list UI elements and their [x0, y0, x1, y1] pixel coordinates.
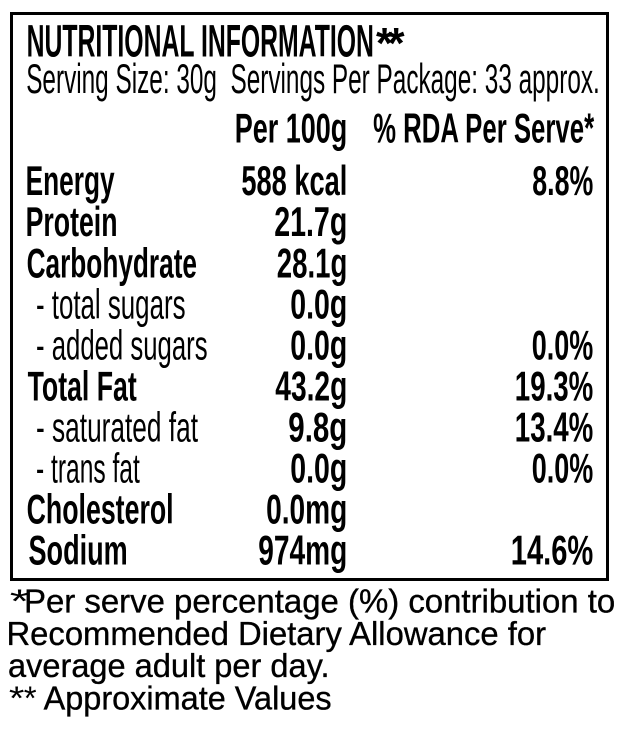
svg-text:*: * [9, 679, 25, 716]
svg-text:Total Fat: Total Fat [28, 362, 137, 409]
svg-text:43.2g: 43.2g [275, 362, 347, 409]
svg-text:Recommended Dietary Allowance: Recommended Dietary Allowance for [7, 615, 547, 652]
svg-text:Per serve percentage (%) contr: Per serve percentage (%) contribution to [24, 583, 615, 620]
svg-text:% RDA Per Serve*: % RDA Per Serve* [373, 105, 594, 152]
svg-text:974mg: 974mg [258, 527, 347, 574]
svg-text:Protein: Protein [26, 198, 118, 245]
svg-text:588 kcal: 588 kcal [241, 157, 347, 204]
svg-text:- saturated fat: - saturated fat [36, 404, 198, 451]
svg-text:0.0%: 0.0% [532, 445, 594, 492]
svg-text:9.8g: 9.8g [288, 404, 347, 451]
svg-text:Carbohydrate: Carbohydrate [27, 239, 197, 286]
svg-text:19.3%: 19.3% [515, 362, 594, 409]
svg-text:*: * [10, 583, 30, 620]
svg-text:- trans fat: - trans fat [36, 445, 140, 492]
svg-text:13.4%: 13.4% [515, 404, 594, 451]
svg-text:0.0%: 0.0% [532, 321, 594, 368]
svg-text:Sodium: Sodium [29, 527, 128, 574]
svg-text:Serving Size: 30g Servings Pe: Serving Size: 30g Servings Per Package: … [26, 55, 600, 102]
svg-text:0.0g: 0.0g [290, 321, 347, 368]
svg-text:- total sugars: - total sugars [36, 280, 186, 327]
svg-text:8.8%: 8.8% [532, 157, 593, 204]
svg-text:21.7g: 21.7g [274, 198, 347, 245]
svg-text:Approximate Values: Approximate Values [44, 679, 332, 716]
svg-text:28.1g: 28.1g [277, 239, 348, 286]
svg-text:0.0g: 0.0g [290, 280, 347, 327]
svg-text:NUTRITIONAL INFORMATION: NUTRITIONAL INFORMATION [27, 16, 374, 67]
svg-text:14.6%: 14.6% [511, 527, 594, 574]
svg-text:- added sugars: - added sugars [36, 321, 208, 368]
svg-text:0.0g: 0.0g [290, 445, 347, 492]
svg-text:Energy: Energy [26, 157, 115, 204]
svg-text:average adult per day.: average adult per day. [8, 647, 330, 684]
svg-text:Cholesterol: Cholesterol [27, 486, 174, 533]
svg-text:*: * [24, 679, 37, 716]
svg-text:Per 100g: Per 100g [235, 105, 348, 152]
svg-text:**: ** [376, 20, 405, 68]
svg-text:0.0mg: 0.0mg [266, 486, 347, 533]
